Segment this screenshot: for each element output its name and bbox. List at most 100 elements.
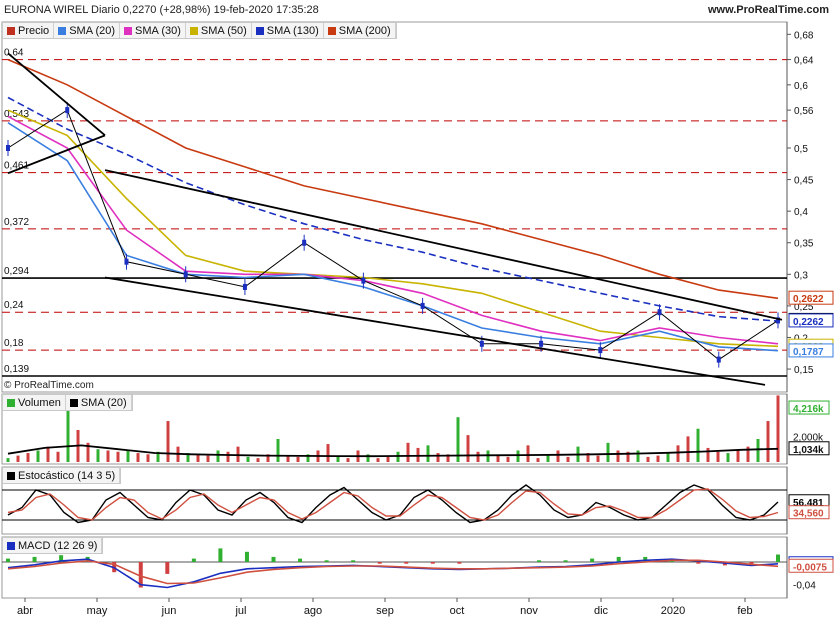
- volume-legend-item[interactable]: Volumen: [3, 395, 66, 410]
- volume-value-tag: [788, 441, 830, 456]
- volume-bar: [186, 453, 190, 462]
- trend-line-lower: [104, 276, 766, 386]
- price-y-tick-label: 0,3: [794, 270, 808, 281]
- price-y-tick-label: 0,6: [794, 81, 808, 92]
- x-axis-label: ago: [304, 605, 322, 617]
- volume-bar: [276, 438, 280, 462]
- volume-bar: [406, 442, 410, 462]
- legend-label: SMA (20): [69, 24, 116, 37]
- volume-bar: [206, 455, 210, 462]
- volume-bar: [686, 436, 690, 462]
- x-axis-label: jun: [161, 605, 177, 617]
- volume-bar: [126, 450, 130, 462]
- macd-histogram-bar: [590, 558, 595, 562]
- legend-swatch: [7, 541, 15, 550]
- legend-label: MACD (12 26 9): [18, 539, 98, 552]
- price-series-line: [7, 122, 779, 352]
- price-legend: Precio SMA (20) SMA (30) SMA (50) SMA (130) S…: [2, 22, 397, 39]
- title-bar: EURONA WIREL Diario 0,2270 (+28,98%) 19-…: [0, 0, 835, 22]
- macd-histogram-bar: [457, 562, 462, 564]
- macd-histogram-bar: [298, 558, 303, 562]
- price-candle-body: [183, 271, 188, 278]
- macd-histogram-bar: [324, 560, 329, 562]
- macd-histogram-bar: [59, 555, 64, 562]
- x-axis-label: dic: [594, 605, 609, 617]
- macd-histogram-bar: [563, 560, 568, 562]
- price-y-tick-label: 0,4: [794, 207, 808, 218]
- volume-bar: [106, 450, 110, 462]
- price-legend-item[interactable]: SMA (130): [252, 23, 324, 38]
- legend-label: SMA (20): [80, 396, 127, 409]
- volume-bar: [536, 458, 540, 462]
- legend-label: SMA (50): [200, 24, 247, 37]
- macd-histogram-bar: [271, 556, 276, 562]
- price-value-tag: [788, 313, 834, 328]
- site-credit[interactable]: www.ProRealTime.com: [707, 4, 829, 16]
- volume-bar: [36, 450, 40, 462]
- macd-histogram-bar: [696, 562, 701, 564]
- volume-bar: [486, 450, 490, 462]
- volume-bar: [666, 453, 670, 462]
- volume-bar: [456, 417, 460, 462]
- volume-bar: [736, 450, 740, 462]
- stoch-series-line: [7, 488, 779, 521]
- volume-bar: [366, 454, 370, 462]
- volume-y-tick-label: 4,216k: [793, 404, 824, 415]
- volume-bar: [16, 455, 20, 462]
- volume-sma-line: [7, 444, 779, 458]
- volume-bar: [96, 449, 100, 462]
- price-legend-item[interactable]: SMA (20): [54, 23, 121, 38]
- legend-label: Estocástico (14 3 5): [18, 469, 116, 482]
- stochastic-legend: Estocástico (14 3 5): [2, 467, 122, 484]
- legend-swatch: [58, 26, 67, 35]
- legend-label: SMA (200): [338, 24, 391, 37]
- volume-bar: [216, 450, 220, 462]
- volume-y-tick-label: 1,034k: [793, 445, 824, 456]
- price-legend-item[interactable]: Precio: [3, 23, 55, 38]
- x-axis-label: sep: [376, 605, 394, 617]
- price-candle-body: [361, 277, 366, 284]
- macd-histogram-bar: [404, 562, 409, 564]
- trend-line-upper: [104, 169, 783, 321]
- price-value-tag: [788, 343, 834, 358]
- macd-histogram-bar: [218, 548, 223, 562]
- price-candle-body: [776, 317, 780, 324]
- volume-bar: [616, 450, 620, 462]
- volume-bar: [676, 445, 680, 462]
- volume-value-tag: [788, 400, 830, 415]
- volume-bar: [26, 453, 30, 462]
- volume-bar: [636, 450, 640, 462]
- stoch-legend-item[interactable]: Estocástico (14 3 5): [3, 468, 121, 483]
- volume-bar: [466, 435, 470, 462]
- price-legend-item[interactable]: SMA (30): [120, 23, 186, 38]
- volume-legend-item[interactable]: SMA (20): [66, 395, 132, 410]
- volume-bar: [116, 451, 120, 462]
- price-candle-body: [539, 340, 544, 347]
- trend-line-wedge-b: [7, 134, 106, 175]
- volume-bar: [496, 455, 500, 462]
- legend-swatch: [124, 26, 133, 35]
- macd-histogram-bar: [138, 562, 143, 588]
- volume-bar: [506, 456, 510, 462]
- volume-bar: [646, 456, 650, 462]
- price-level-label: 0,64: [4, 48, 24, 59]
- price-series-line: [7, 109, 779, 348]
- legend-label: Volumen: [18, 396, 61, 409]
- macd-histogram-bar: [191, 558, 196, 562]
- volume-bar: [66, 406, 70, 462]
- volume-bar: [476, 451, 480, 462]
- macd-histogram-bar: [537, 560, 542, 562]
- price-candle-body: [6, 145, 10, 151]
- price-legend-item[interactable]: SMA (200): [324, 23, 396, 38]
- volume-bar: [6, 458, 10, 462]
- price-candle-body: [716, 356, 721, 363]
- volume-bar: [326, 444, 330, 462]
- price-y-tick-label: 0,35: [794, 239, 814, 250]
- price-candle-body: [598, 347, 603, 354]
- x-axis-label: nov: [520, 605, 538, 617]
- macd-legend-item[interactable]: MACD (12 26 9): [3, 538, 103, 553]
- stoch-series-line: [7, 484, 779, 524]
- legend-swatch: [327, 26, 336, 35]
- price-candle-body: [65, 107, 70, 114]
- price-legend-item[interactable]: SMA (50): [186, 23, 252, 38]
